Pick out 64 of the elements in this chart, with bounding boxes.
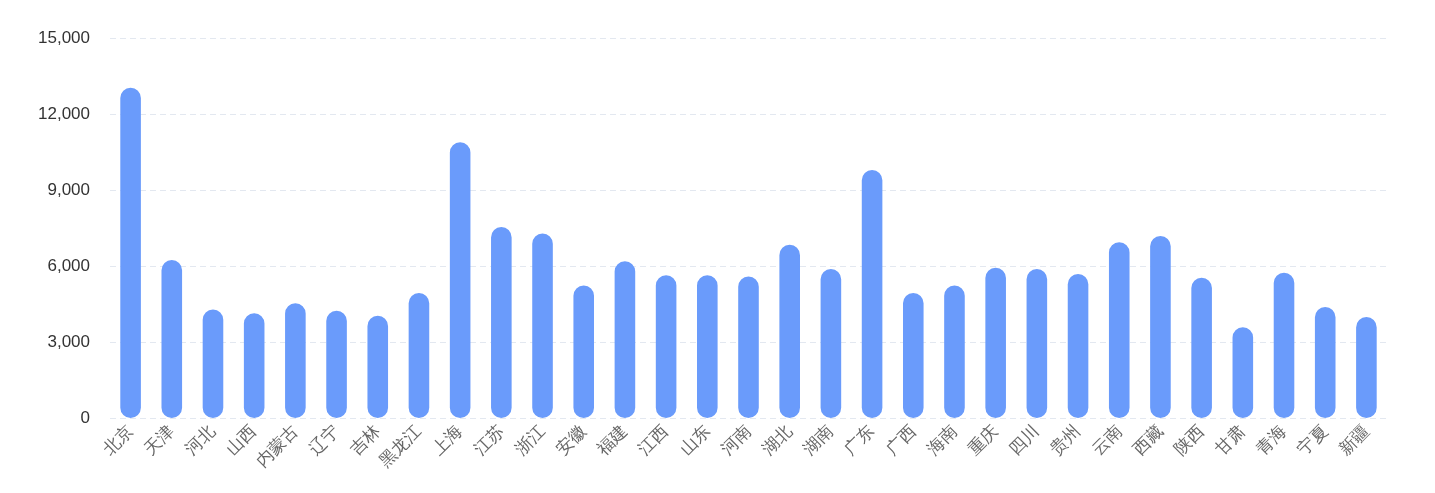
bar <box>820 268 842 419</box>
bar <box>614 261 636 419</box>
y-tick-label: 6,000 <box>47 256 90 276</box>
bar <box>532 233 553 419</box>
bar <box>408 293 430 419</box>
x-tick-label: 贵州 <box>1046 421 1085 459</box>
bar <box>738 276 759 419</box>
x-tick-label: 宁夏 <box>1293 421 1332 459</box>
x-tick-label: 广西 <box>881 421 920 459</box>
x-tick-label: 河北 <box>181 421 220 459</box>
bar <box>779 244 800 419</box>
x-tick-label: 西藏 <box>1129 421 1167 459</box>
x-tick-label: 广东 <box>840 421 879 459</box>
x-tick-label: 河南 <box>717 421 755 459</box>
bar <box>243 313 265 419</box>
bar <box>1067 273 1089 419</box>
x-tick-label: 辽宁 <box>305 421 343 459</box>
bar <box>161 260 183 419</box>
bar <box>573 285 595 419</box>
bar <box>655 275 677 419</box>
y-tick-label: 3,000 <box>47 332 90 352</box>
x-tick-label: 天津 <box>140 421 178 459</box>
x-tick-label: 新疆 <box>1335 421 1373 459</box>
bar <box>491 227 512 419</box>
bar <box>1191 277 1212 419</box>
y-tick-label: 15,000 <box>38 27 90 47</box>
x-tick-label: 上海 <box>428 421 467 459</box>
bar <box>985 267 1006 419</box>
x-tick-label: 福建 <box>593 421 632 459</box>
bar <box>449 142 471 419</box>
x-tick-label: 北京 <box>99 421 137 459</box>
bar <box>944 285 965 419</box>
x-tick-label: 云南 <box>1087 421 1126 459</box>
x-tick-label: 江苏 <box>470 421 508 459</box>
x-tick-label: 山东 <box>675 421 714 459</box>
y-tick-label: 12,000 <box>38 103 90 123</box>
bar <box>697 275 718 419</box>
bar <box>120 87 141 419</box>
x-tick-label: 湖北 <box>758 421 796 459</box>
x-tick-label: 青海 <box>1252 421 1291 459</box>
x-tick-label: 重庆 <box>964 421 1002 459</box>
bar <box>1026 268 1048 419</box>
x-tick-label: 浙江 <box>511 421 549 459</box>
x-tick-label: 湖南 <box>799 421 838 459</box>
x-tick-label: 江西 <box>634 421 673 459</box>
bar <box>861 170 883 419</box>
y-tick-label: 0 <box>80 408 90 428</box>
y-tick-label: 9,000 <box>47 180 90 200</box>
bar <box>1314 306 1336 419</box>
bar <box>1150 235 1171 419</box>
x-tick-label: 四川 <box>1005 421 1043 459</box>
bar <box>202 309 224 419</box>
bar <box>285 303 306 419</box>
bar <box>367 315 389 419</box>
bar <box>1273 272 1295 419</box>
bar <box>902 293 924 419</box>
x-tick-label: 甘肃 <box>1211 421 1249 459</box>
bar <box>326 310 347 419</box>
bar <box>1356 317 1377 419</box>
bar <box>1108 242 1130 419</box>
bar <box>1232 327 1254 419</box>
x-tick-label: 海南 <box>923 421 961 459</box>
x-tick-label: 陕西 <box>1170 421 1208 459</box>
x-tick-label: 安徽 <box>552 421 590 459</box>
